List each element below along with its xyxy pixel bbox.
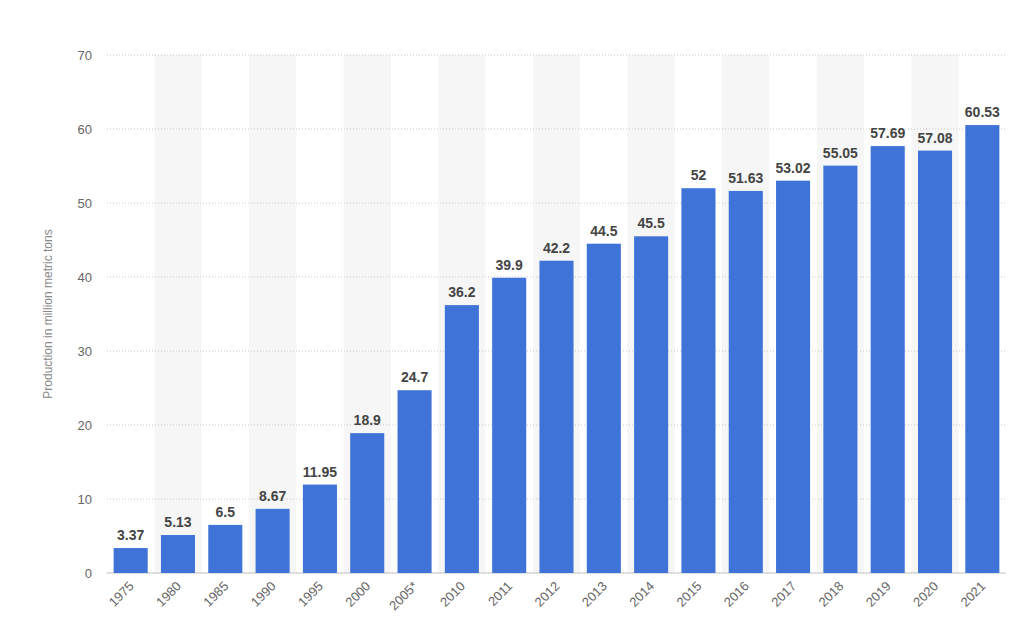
x-tick-label: 2005* [386,579,421,614]
bar [965,125,999,573]
data-label: 60.53 [965,104,1000,120]
x-tick-label: 1980 [153,579,184,610]
bar [350,433,384,573]
y-tick-label: 70 [78,48,92,63]
chart-container: 0 10 20 30 40 50 60 70 Production in million met… [0,0,1024,640]
y-tick-label: 30 [78,344,92,359]
y-tick-label: 40 [78,270,92,285]
column-stripe [154,55,201,573]
x-tick-label: 2010 [437,579,468,610]
x-tick-label: 2012 [532,579,563,610]
y-tick-label: 0 [85,566,92,581]
y-tick-label: 50 [78,196,92,211]
column-stripe [722,55,769,573]
x-tick-label: 2016 [721,579,752,610]
grid [107,55,1006,573]
bar [587,244,621,573]
bar [823,166,857,573]
bar [398,390,432,573]
data-label: 39.9 [496,257,523,273]
bar [256,509,290,573]
grid-line [107,55,1006,56]
column-stripe [438,55,485,573]
column-stripe [911,55,958,573]
column-stripe [249,55,296,573]
data-label: 51.63 [728,170,763,186]
x-tick-label: 2019 [863,579,894,610]
bar [161,535,195,573]
x-tick-label: 1985 [200,579,231,610]
data-label: 6.5 [216,504,236,520]
x-tick-label: 2020 [910,579,941,610]
data-label: 3.37 [117,527,144,543]
bar [539,261,573,573]
y-tick-label: 20 [78,418,92,433]
data-label: 36.2 [448,284,475,300]
column-stripe [817,55,864,573]
data-label: 42.2 [543,240,570,256]
bar [871,146,905,573]
data-label: 52 [691,167,707,183]
bar [681,188,715,573]
bar [114,548,148,573]
y-axis-label: Production in million metric tons [41,229,55,398]
data-label: 55.05 [823,145,858,161]
y-tick-label: 60 [78,122,92,137]
x-tick-label: 1995 [295,579,326,610]
x-tick-label: 2000 [342,579,373,610]
data-label: 53.02 [776,160,811,176]
column-stripe [627,55,674,573]
data-label: 57.69 [870,125,905,141]
data-label: 11.95 [303,464,337,480]
bar [445,305,479,573]
bars [114,125,1000,573]
column-stripes [154,55,958,573]
x-tick-label: 2014 [626,579,657,610]
x-tick-label: 1975 [106,579,137,610]
x-tick-label: 2017 [768,579,799,610]
bar [918,151,952,573]
x-tick-label: 2011 [485,579,515,609]
x-tick-label: 1990 [248,579,279,610]
column-stripe [533,55,580,573]
bar [729,191,763,573]
labels: 3.37 5.13 6.5 8.67 11.95 18.9 24.7 36.2 39.9 42.2… [117,104,1000,543]
x-tick-label: 2021 [957,579,988,610]
bar [776,181,810,573]
bar [208,525,242,573]
data-label: 5.13 [164,514,191,530]
x-tick-label: 2015 [674,579,705,610]
bar [634,236,668,573]
data-label: 45.5 [638,215,665,231]
x-tick-label: 2018 [815,579,846,610]
data-label: 24.7 [401,369,428,385]
chart-svg: 0 10 20 30 40 50 60 70 Production in million met… [0,0,1024,640]
data-label: 57.08 [918,130,953,146]
data-label: 18.9 [354,412,381,428]
bar [303,485,337,573]
y-tick-label: 10 [78,492,92,507]
data-label: 8.67 [259,488,286,504]
bar [492,278,526,573]
data-label: 44.5 [590,223,617,239]
column-stripe [344,55,391,573]
x-tick-label: 2013 [579,579,610,610]
